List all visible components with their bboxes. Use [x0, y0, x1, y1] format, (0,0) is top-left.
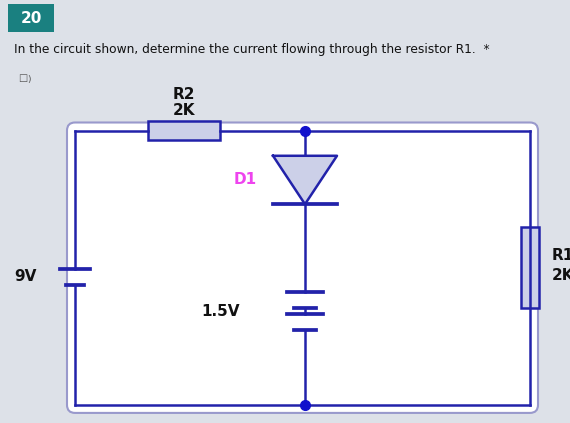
Text: R2: R2 [173, 87, 196, 102]
Text: □: □ [18, 73, 27, 83]
Text: 2K: 2K [552, 268, 570, 283]
FancyBboxPatch shape [67, 123, 538, 413]
Text: ): ) [27, 75, 31, 84]
FancyBboxPatch shape [8, 4, 54, 33]
Text: In the circuit shown, determine the current flowing through the resistor R1.  *: In the circuit shown, determine the curr… [14, 43, 490, 56]
Text: 9V: 9V [15, 269, 37, 284]
Bar [148, 121, 220, 140]
Text: 1.5V: 1.5V [202, 304, 240, 319]
Text: 20: 20 [21, 11, 42, 26]
Text: D1: D1 [234, 173, 256, 187]
Text: R1: R1 [552, 248, 570, 263]
Text: 2K: 2K [173, 104, 196, 118]
Polygon shape [273, 156, 337, 204]
Bar [521, 228, 539, 308]
